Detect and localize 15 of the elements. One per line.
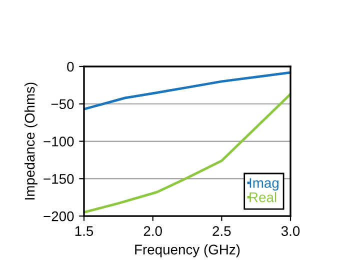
y-tick-label: −150 xyxy=(44,174,74,184)
y-tick-label: −100 xyxy=(44,136,74,146)
x-tick-label: 2.0 xyxy=(144,226,162,236)
line-series xyxy=(84,92,290,214)
legend-label: Real xyxy=(250,192,276,202)
y-axis-title: Impedance (Ohms) xyxy=(24,82,38,200)
x-tick-label: 1.5 xyxy=(75,226,94,236)
y-tick-label: −200 xyxy=(44,211,74,222)
y-tick-label: 0 xyxy=(67,62,74,72)
y-tick-label: −50 xyxy=(51,99,74,110)
line-series xyxy=(84,71,290,110)
legend-label: Imag xyxy=(250,178,278,191)
x-tick-label: 3.0 xyxy=(281,226,300,236)
x-tick-label: 2.5 xyxy=(212,226,231,236)
x-axis-title: Frequency (GHz) xyxy=(135,244,240,258)
